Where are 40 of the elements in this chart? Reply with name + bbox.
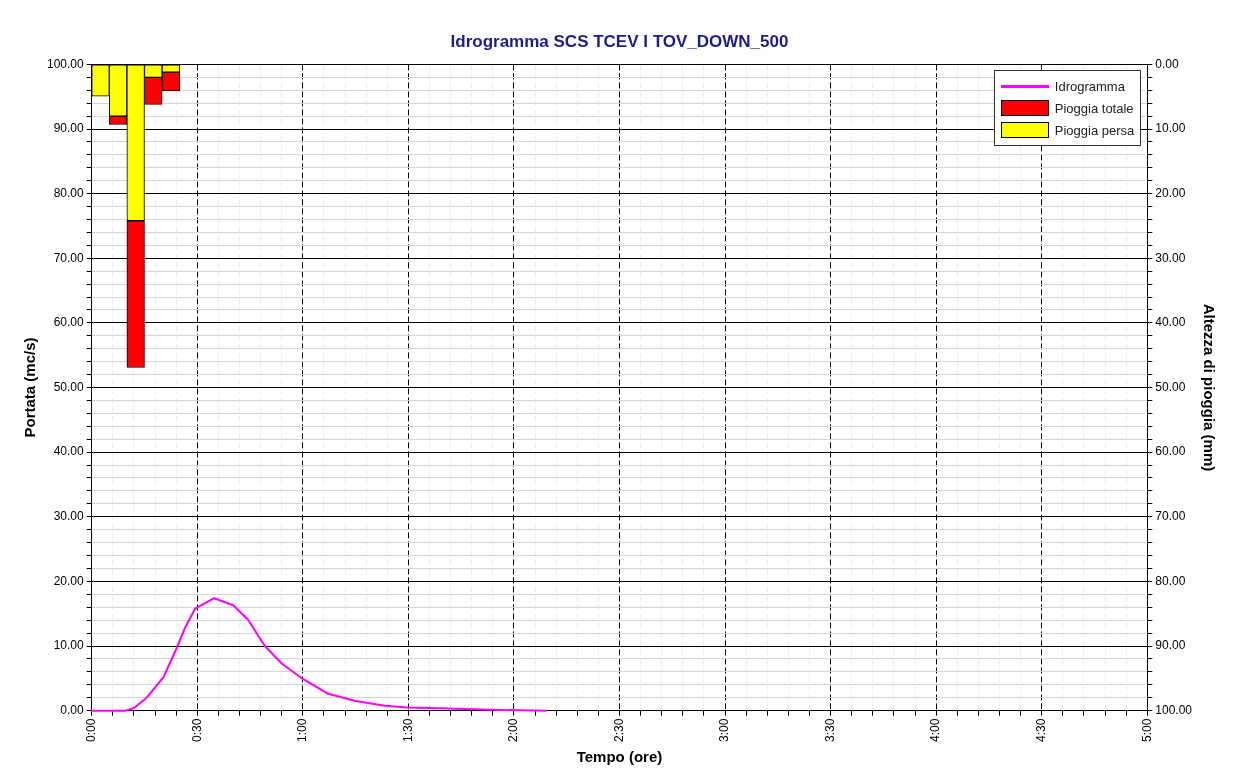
- x-tick-label: 4:30: [1034, 718, 1049, 742]
- legend-label: Idrogramma: [1054, 78, 1125, 94]
- x-tick-label: 1:00: [295, 718, 310, 742]
- x-tick-label: 4:00: [928, 718, 943, 742]
- y2-tick-label: 30.00: [1155, 250, 1186, 265]
- y2-tick-label: 80.00: [1155, 573, 1186, 588]
- x-tick-label: 2:00: [506, 718, 521, 742]
- x-tick-label: 3:30: [822, 718, 837, 742]
- y2-tick-label: 60.00: [1155, 444, 1186, 459]
- y-tick-label: 30.00: [53, 509, 85, 524]
- y-tick-label: 70.00: [53, 250, 85, 265]
- y2-tick-label: 50.00: [1155, 379, 1186, 394]
- y2-axis-title: Altezza di pioggia (mm): [1200, 303, 1218, 472]
- y-tick-label: 20.00: [53, 573, 85, 588]
- y-tick-label: 100.00: [47, 56, 85, 71]
- y2-tick-label: 10.00: [1155, 121, 1186, 136]
- chart-title: Idrogramma SCS TCEV I TOV_DOWN_500: [450, 31, 789, 51]
- y2-tick-label: 40.00: [1155, 315, 1186, 330]
- y-axis-title: Portata (mc/s): [21, 337, 39, 438]
- x-axis-title: Tempo (ore): [576, 748, 663, 766]
- x-tick-label: 1:30: [400, 718, 415, 742]
- legend-label: Pioggia persa: [1054, 122, 1135, 138]
- x-tick-label: 5:00: [1139, 718, 1154, 742]
- y-tick-label: 60.00: [53, 315, 85, 330]
- y-tick-label: 50.00: [53, 379, 85, 394]
- x-tick-label: 0:00: [84, 718, 99, 742]
- y-tick-label: 40.00: [53, 444, 85, 459]
- legend-label: Pioggia totale: [1054, 100, 1134, 116]
- y2-tick-label: 100.00: [1155, 702, 1193, 717]
- y2-tick-label: 20.00: [1155, 185, 1186, 200]
- y-tick-label: 90.00: [53, 121, 85, 136]
- y2-tick-label: 70.00: [1155, 509, 1186, 524]
- x-tick-label: 3:00: [717, 718, 732, 742]
- y2-tick-label: 0.00: [1155, 56, 1179, 71]
- y-tick-label: 0.00: [60, 702, 85, 717]
- x-tick-label: 2:30: [611, 718, 626, 742]
- x-tick-label: 0:30: [189, 718, 204, 742]
- y-tick-label: 10.00: [53, 638, 85, 653]
- y-tick-label: 80.00: [53, 185, 85, 200]
- y2-tick-label: 90.00: [1155, 638, 1186, 653]
